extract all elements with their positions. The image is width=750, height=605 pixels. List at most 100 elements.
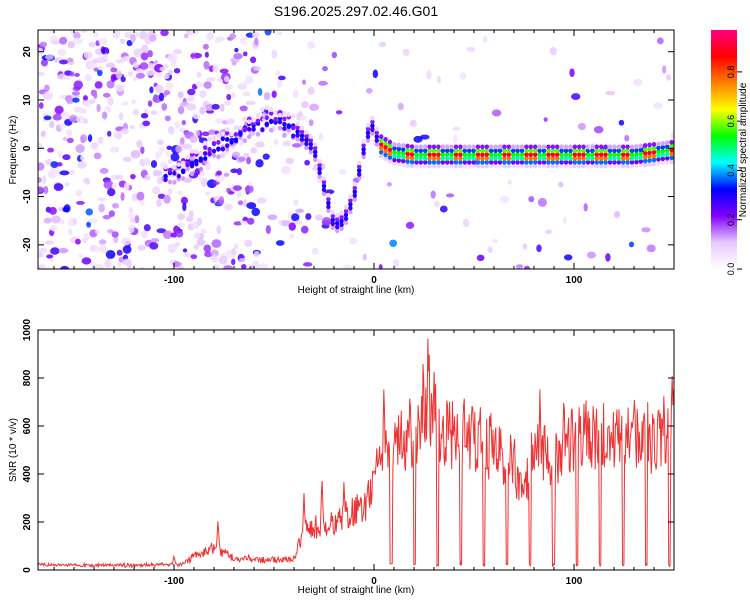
spectrogram-ridge-cell <box>515 159 520 165</box>
spectrogram-noise-cell <box>238 156 246 162</box>
spectrogram-noise-cell <box>130 33 136 43</box>
spectrogram-ridge-cell <box>321 187 327 193</box>
spectrogram-ridge-cell <box>431 156 437 161</box>
spectrogram-cells <box>38 30 674 269</box>
spectrogram-noise-cell <box>593 125 604 134</box>
spectrogram-noise-cell <box>140 112 149 119</box>
spectrogram-ridge-cell <box>643 162 648 168</box>
spectrogram-ridge-cell <box>418 144 423 150</box>
spectrogram-noise-cell <box>226 93 232 101</box>
spectrogram-ridge-cell <box>537 148 542 154</box>
spectrogram-noise-cell <box>378 264 383 269</box>
spectrogram-ridge-cell <box>233 138 239 144</box>
spectrogram-ridge-cell <box>304 129 309 135</box>
spectrogram-noise-cell <box>57 150 63 158</box>
spectrogram-ridge-cell <box>541 163 547 169</box>
spectrogram-ridge-cell <box>440 148 445 154</box>
spectrogram-noise-cell <box>189 155 196 161</box>
spectrogram-ridge-cell <box>348 198 353 203</box>
spectrogram-ridge-cell <box>374 142 379 147</box>
spectrogram-noise-cell <box>211 103 220 110</box>
spectrogram-ridge-cell <box>550 156 555 161</box>
spectrogram-ridge-cell <box>581 159 586 165</box>
spectrogram-noise-cell <box>69 169 75 176</box>
spectrogram-noise-cell <box>304 159 311 166</box>
spectrogram-ridge-cell <box>475 148 481 154</box>
spectrogram-noise-cell <box>389 239 398 248</box>
spectrogram-ridge-cell <box>255 131 261 137</box>
spectrogram-noise-cell <box>641 227 651 233</box>
spectrogram-ridge-cell <box>555 156 560 161</box>
spectrogram-ridge-cell <box>506 159 511 165</box>
spectrogram-ridge-cell <box>568 148 573 154</box>
spectrogram-noise-cell <box>149 34 157 42</box>
spectrogram-noise-cell <box>167 243 177 253</box>
spectrogram-ridge-cell <box>405 143 410 149</box>
spectrogram-ridge-cell <box>387 158 393 164</box>
spectrogram-ridge-cell <box>634 144 639 149</box>
spectrogram-ridge-cell <box>475 159 481 165</box>
spectrogram-ridge-cell <box>379 149 384 155</box>
spectrogram-noise-cell <box>98 203 105 213</box>
spectrogram-ridge-cell <box>656 149 661 155</box>
spectrogram-ridge-cell <box>251 117 256 123</box>
spectrogram-noise-cell <box>186 103 197 111</box>
colorbar-tick-label: 0.8 <box>726 66 736 79</box>
spectrogram-ridge-cell <box>282 126 287 131</box>
spectrogram-ridge-cell <box>453 144 459 150</box>
spectrogram-ridge-cell <box>524 144 529 150</box>
spectrogram-noise-cell <box>393 258 400 268</box>
spectrogram-noise-cell <box>233 221 243 226</box>
spectrogram-noise-cell <box>157 176 163 185</box>
spectrogram-noise-cell <box>365 87 373 94</box>
spectrogram-ridge-cell <box>396 142 401 148</box>
spectrogram-ridge-cell <box>572 156 577 161</box>
spectrogram-noise-cell <box>160 30 169 37</box>
spectrogram-ridge-cell <box>326 208 331 214</box>
spectrogram-ridge-cell <box>506 144 511 150</box>
spectrogram-noise-cell <box>292 89 299 98</box>
spectrogram-ridge-cell <box>634 155 639 161</box>
spectrogram-ridge-cell <box>590 148 595 154</box>
spectrogram-noise-cell <box>195 129 201 137</box>
spectrogram-noise-cell <box>106 62 114 67</box>
spectrogram-noise-cell <box>405 221 415 229</box>
spectrogram-noise-cell <box>203 244 212 253</box>
spectrogram-ridge-cell <box>453 148 459 154</box>
spectrogram-ridge-cell <box>607 163 613 169</box>
spectrogram-noise-cell <box>90 141 99 150</box>
spectrogram-ridge-cell <box>445 156 450 161</box>
spectrogram-noise-cell <box>183 33 189 39</box>
spectrogram-ridge-cell <box>317 162 322 168</box>
spectrogram-ridge-cell <box>295 125 300 131</box>
spectrogram-ridge-cell <box>647 154 652 159</box>
spectrogram-ridge-cell <box>449 163 454 169</box>
spectrogram-noise-cell <box>48 206 57 215</box>
spectrogram-ridge-cell <box>339 226 344 232</box>
spectrogram-noise-cell <box>60 111 70 120</box>
spectrogram-ridge-cell <box>528 152 533 157</box>
spectrogram-ridge-cell <box>572 163 577 169</box>
spectrogram-ridge-cell <box>471 159 476 165</box>
spectrogram-noise-cell <box>42 175 47 184</box>
spectrogram-ridge-cell <box>308 145 313 151</box>
spectrogram-noise-cell <box>452 134 458 144</box>
spectrogram-noise-cell <box>203 60 210 70</box>
spectrogram-ridge-cell <box>594 148 599 154</box>
spectrogram-noise-cell <box>200 228 207 235</box>
spectrogram-noise-cell <box>214 118 224 124</box>
spectrogram-ridge-cell <box>541 156 547 161</box>
spectrogram-ridge-cell <box>343 220 349 226</box>
spectrogram-ridge-cell <box>423 148 428 154</box>
spectrogram-noise-cell <box>239 105 248 112</box>
spectrogram-ridge-cell <box>423 152 428 157</box>
spectrogram-ridge-cell <box>568 159 573 165</box>
spectrogram-noise-cell <box>302 262 313 267</box>
spectrogram-noise-cell <box>237 200 244 206</box>
spectrogram-ridge-cell <box>194 149 199 155</box>
spectrogram-noise-cell <box>181 119 186 126</box>
spectrogram-noise-cell <box>133 48 144 58</box>
spectrogram-ridge-cell <box>379 134 384 140</box>
spectrogram-ridge-cell <box>480 152 485 157</box>
spectrogram-ridge-cell <box>396 158 401 163</box>
